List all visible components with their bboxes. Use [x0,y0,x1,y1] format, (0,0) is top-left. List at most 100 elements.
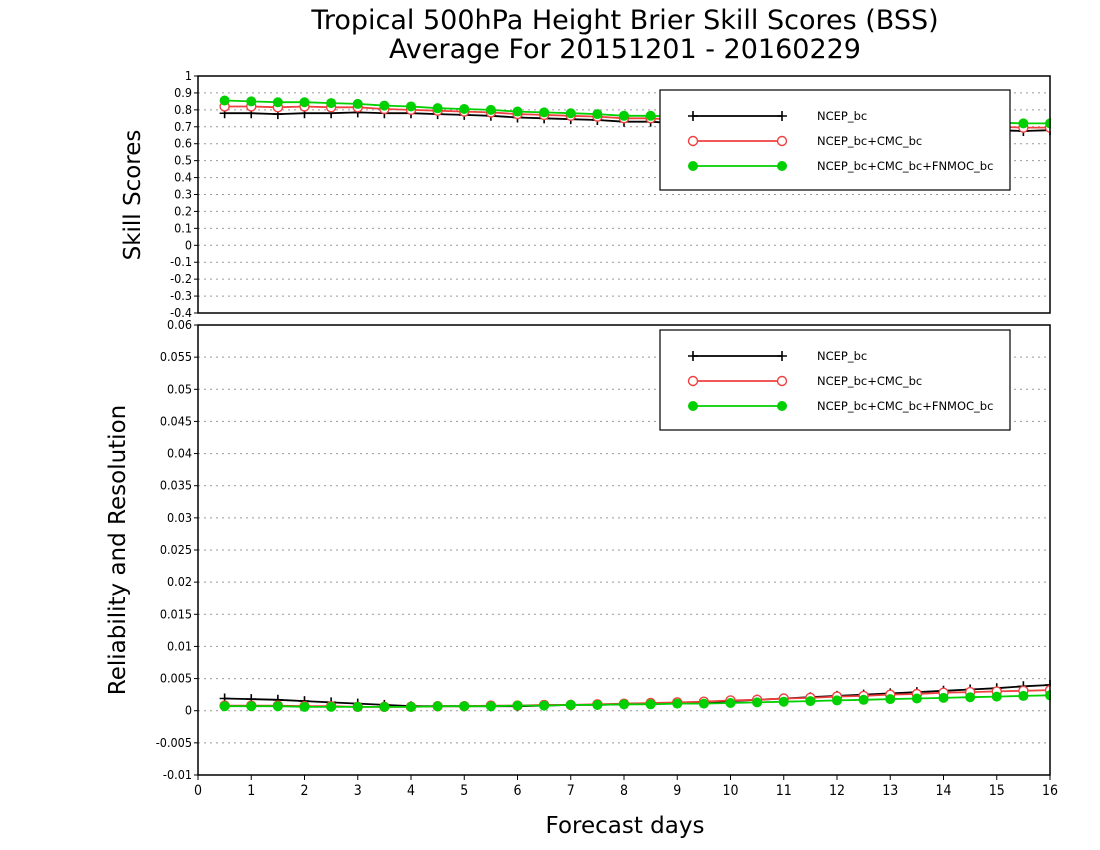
data-point [778,696,789,707]
data-point [379,701,390,712]
y-tick-label: 1 [185,68,192,83]
y-tick-label: -0.01 [163,767,192,782]
y-tick-label: 0.015 [160,606,192,621]
data-point [645,110,656,121]
x-tick-label: 16 [1042,783,1058,799]
x-axis: 0 1 2 3 4 5 6 7 8 9 10 11 12 13 14 15 16 [194,775,1058,799]
y-tick-label: 0 [185,237,192,252]
x-tick-label: 1 [247,783,255,799]
y-tick-label: 0.3 [174,187,192,202]
x-axis-title: Forecast days [546,813,705,839]
data-point [326,701,337,712]
data-point [459,104,470,115]
data-point [592,109,603,120]
legend-entry-label: NCEP_bc+CMC_bc [817,374,922,388]
data-point [485,701,496,712]
y-tick-label: 0.03 [167,510,192,525]
data-point [272,701,283,712]
y-tick-label: 0.9 [174,85,192,100]
x-tick-label: 0 [194,783,202,799]
data-point [619,699,629,710]
data-point [299,701,310,712]
data-point [512,106,523,117]
legend-entry-label: NCEP_bc+CMC_bc [817,134,922,148]
data-point [406,701,416,712]
legend-marker [688,111,698,121]
skill-scores-panel: 1 0.9 0.8 0.7 0.6 0.5 0.4 0.30.2 0.1 0 -0.1 -0.2 -0.… [170,68,1051,320]
y-tick-label: 0.1 [174,220,192,235]
y-axis-title-bottom: Reliability and Resolution [105,405,131,695]
data-point [246,96,257,107]
reliability-resolution-panel: 0.06 0.055 0.05 0.045 0.04 0.035 0.03 0.025 0.02… [156,317,1051,782]
y-tick-label: 0.025 [160,542,192,557]
y-tick-label: -0.3 [170,288,192,303]
data-point [752,697,763,708]
data-point [619,110,629,121]
legend-entry-label: NCEP_bc [817,109,867,123]
y-tick-label: 0.05 [167,381,192,396]
y-tick-label: 0 [185,703,192,718]
y-tick-label: -0.005 [156,735,192,750]
data-point [299,97,310,108]
data-point [219,95,230,106]
data-point [698,698,709,709]
data-point [352,98,363,109]
data-point [645,699,656,710]
data-point [432,701,443,712]
data-point [885,694,896,705]
legend: NCEP_bc NCEP_bc+CMC_bc NCEP_bc+CMC_bc+FNMO… [659,89,1011,191]
data-point [938,692,949,703]
y-tick-label: -0.2 [170,271,192,286]
chart-title-line2: Average For 20151201 - 20160229 [389,34,861,65]
legend-marker [777,111,787,121]
y-tick-label: 0.06 [167,317,192,332]
data-point [1018,118,1029,129]
y-tick-label: 0.055 [160,349,192,364]
data-point [565,108,576,119]
data-point [406,101,416,112]
data-point [725,698,736,708]
legend-marker [688,351,698,361]
legend-marker [777,401,787,411]
y-tick-label: -0.1 [170,254,192,269]
data-point [432,103,443,114]
data-point [539,700,550,711]
x-tick-label: 10 [722,783,738,799]
data-point [832,695,842,706]
data-point [858,694,869,705]
y-tick-label: 0.8 [174,102,192,117]
data-point [672,698,683,709]
data-point [539,107,550,118]
x-tick-label: 12 [829,783,845,799]
data-point [379,100,390,111]
y-tick-label: 0.04 [167,446,192,461]
legend-box [659,89,1011,191]
data-point [219,701,230,712]
legend-marker [687,375,699,387]
y-tick-label: 0.2 [174,203,192,218]
x-tick-label: 8 [620,783,628,799]
x-tick-label: 6 [513,783,521,799]
y-tick-label: 0.005 [160,671,192,686]
x-tick-label: 5 [460,783,468,799]
legend-box [659,329,1011,431]
y-tick-label: -0.4 [170,305,192,320]
y-tick-label: 0.02 [167,574,192,589]
data-point [352,701,363,712]
data-point [911,693,922,704]
legend-marker [688,161,698,171]
legend: NCEP_bc NCEP_bc+CMC_bc NCEP_bc+CMC_bc+FNMO… [659,329,1011,431]
data-point [592,699,603,710]
legend-entry-label: NCEP_bc [817,349,867,363]
legend-marker [777,351,787,361]
legend-marker [776,135,788,147]
y-tick-label: 0.045 [160,413,192,428]
data-point [326,98,337,109]
y-tick-label: 0.5 [174,153,192,168]
legend-marker [777,161,787,171]
y-axis-title-top: Skill Scores [120,130,146,261]
x-tick-label: 14 [935,783,951,799]
legend-marker [688,401,698,411]
data-point [565,699,576,710]
